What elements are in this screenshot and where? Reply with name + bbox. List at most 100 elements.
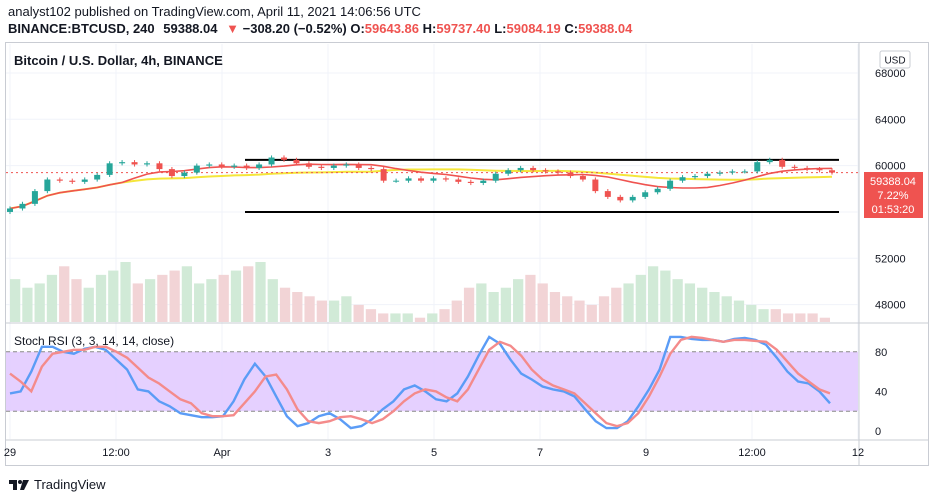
time-tick-6: 9 xyxy=(643,447,649,459)
candle-body xyxy=(19,203,26,209)
volume-bar xyxy=(635,274,646,322)
candle-body xyxy=(555,171,561,173)
rsi-tick-0: 0 xyxy=(875,426,881,438)
candle-body xyxy=(231,165,238,167)
candle-body xyxy=(804,167,811,170)
footer-brand-label[interactable]: TradingView xyxy=(34,477,106,492)
candle-body xyxy=(81,179,88,182)
candle-body xyxy=(380,169,387,181)
volume-bar xyxy=(353,304,364,322)
candle-body xyxy=(193,165,200,173)
volume-bar xyxy=(427,313,438,322)
candle-body xyxy=(243,165,250,168)
volume-bar xyxy=(537,283,548,322)
candle-body xyxy=(517,167,524,171)
candle-body xyxy=(779,159,786,167)
candle-body xyxy=(654,188,661,193)
volume-bar xyxy=(549,292,561,322)
candle-body xyxy=(629,196,636,201)
volume-bar xyxy=(733,300,745,322)
candle-body xyxy=(741,171,748,173)
time-tick-1: 12:00 xyxy=(102,447,130,459)
chart-frame[interactable] xyxy=(5,42,929,466)
volume-bar xyxy=(279,287,291,322)
candle-body xyxy=(592,179,599,192)
volume-bar xyxy=(451,300,462,322)
volume-bar xyxy=(255,262,266,322)
volume-bar xyxy=(304,296,315,322)
price-change: ▼ xyxy=(226,21,239,36)
rsi-tick-80: 80 xyxy=(875,347,887,359)
ohlc-line: BINANCE:BTCUSD, 240 59388.04 ▼ −308.20 (… xyxy=(8,21,632,36)
candle-body xyxy=(442,178,449,180)
high-value: 59737.40 xyxy=(436,21,491,36)
volume-bar xyxy=(684,283,696,322)
candle-body xyxy=(816,169,823,171)
candle-body xyxy=(7,208,13,212)
candle-body xyxy=(418,178,424,181)
ma-fast-line xyxy=(9,163,833,210)
volume-bar xyxy=(611,287,622,322)
candle-body xyxy=(505,170,512,174)
stoch-k-line xyxy=(9,335,831,430)
usd-button-label[interactable]: USD xyxy=(884,56,905,67)
candle-body xyxy=(679,177,686,181)
volume-bar xyxy=(243,266,254,322)
price-tag-pct: 7.22% xyxy=(877,190,908,202)
candle-body xyxy=(181,172,188,177)
price-tag: 59388.04 7.22% 01:53:20 xyxy=(864,172,923,218)
candle-body xyxy=(642,192,649,197)
candle-body xyxy=(492,173,499,181)
candle-body xyxy=(106,163,113,175)
usd-button[interactable]: USD xyxy=(879,50,911,69)
rsi-band xyxy=(6,351,858,412)
volume-bar xyxy=(782,313,794,322)
price-tick-48000: 48000 xyxy=(875,300,906,312)
open-label: O: xyxy=(350,21,365,36)
low-value: 59084.19 xyxy=(506,21,561,36)
candle-body xyxy=(330,165,337,168)
volume-bar xyxy=(414,317,426,322)
volume-bar xyxy=(770,309,781,322)
volume-bar xyxy=(169,270,180,322)
candle-body xyxy=(69,180,76,182)
volume-bar xyxy=(660,270,671,322)
volume-bar xyxy=(463,287,475,322)
low-label: L: xyxy=(494,21,507,36)
candle-body xyxy=(542,170,549,172)
candle-body xyxy=(293,159,300,164)
tradingview-logo-icon xyxy=(9,479,29,490)
price-tick-52000: 52000 xyxy=(875,253,906,265)
close-value: 59388.04 xyxy=(578,21,633,36)
candle-body xyxy=(617,196,624,201)
volume-bar xyxy=(181,266,193,322)
volume-bar xyxy=(83,287,94,322)
volume-bar xyxy=(672,279,683,322)
candle-body xyxy=(131,162,138,165)
candle-body xyxy=(692,176,698,178)
candle-body xyxy=(754,162,761,172)
volume-bar xyxy=(795,313,806,322)
volume-bar xyxy=(525,274,536,322)
volume-bar xyxy=(807,313,818,322)
volume-bar xyxy=(439,309,450,322)
candle-body xyxy=(318,166,325,168)
candle-body xyxy=(604,191,611,197)
volume-bar xyxy=(34,283,45,322)
volume-bar xyxy=(402,313,413,322)
candle-body xyxy=(281,157,287,160)
candle-body xyxy=(393,180,400,182)
volume-bar xyxy=(10,279,21,322)
candle-body xyxy=(530,167,537,171)
price-change-value: −308.20 (−0.52%) xyxy=(242,21,347,36)
volume-bar xyxy=(378,313,389,322)
price-tick-68000: 68000 xyxy=(875,68,906,80)
candle-body xyxy=(119,162,126,164)
volume-bar xyxy=(623,283,634,322)
main-chart-title: Bitcoin / U.S. Dollar, 4h, BINANCE xyxy=(14,53,223,68)
volume-bar xyxy=(328,300,340,322)
footer-brand[interactable]: TradingView xyxy=(8,477,106,492)
candle-body xyxy=(791,166,798,168)
volume-bar xyxy=(108,270,119,322)
